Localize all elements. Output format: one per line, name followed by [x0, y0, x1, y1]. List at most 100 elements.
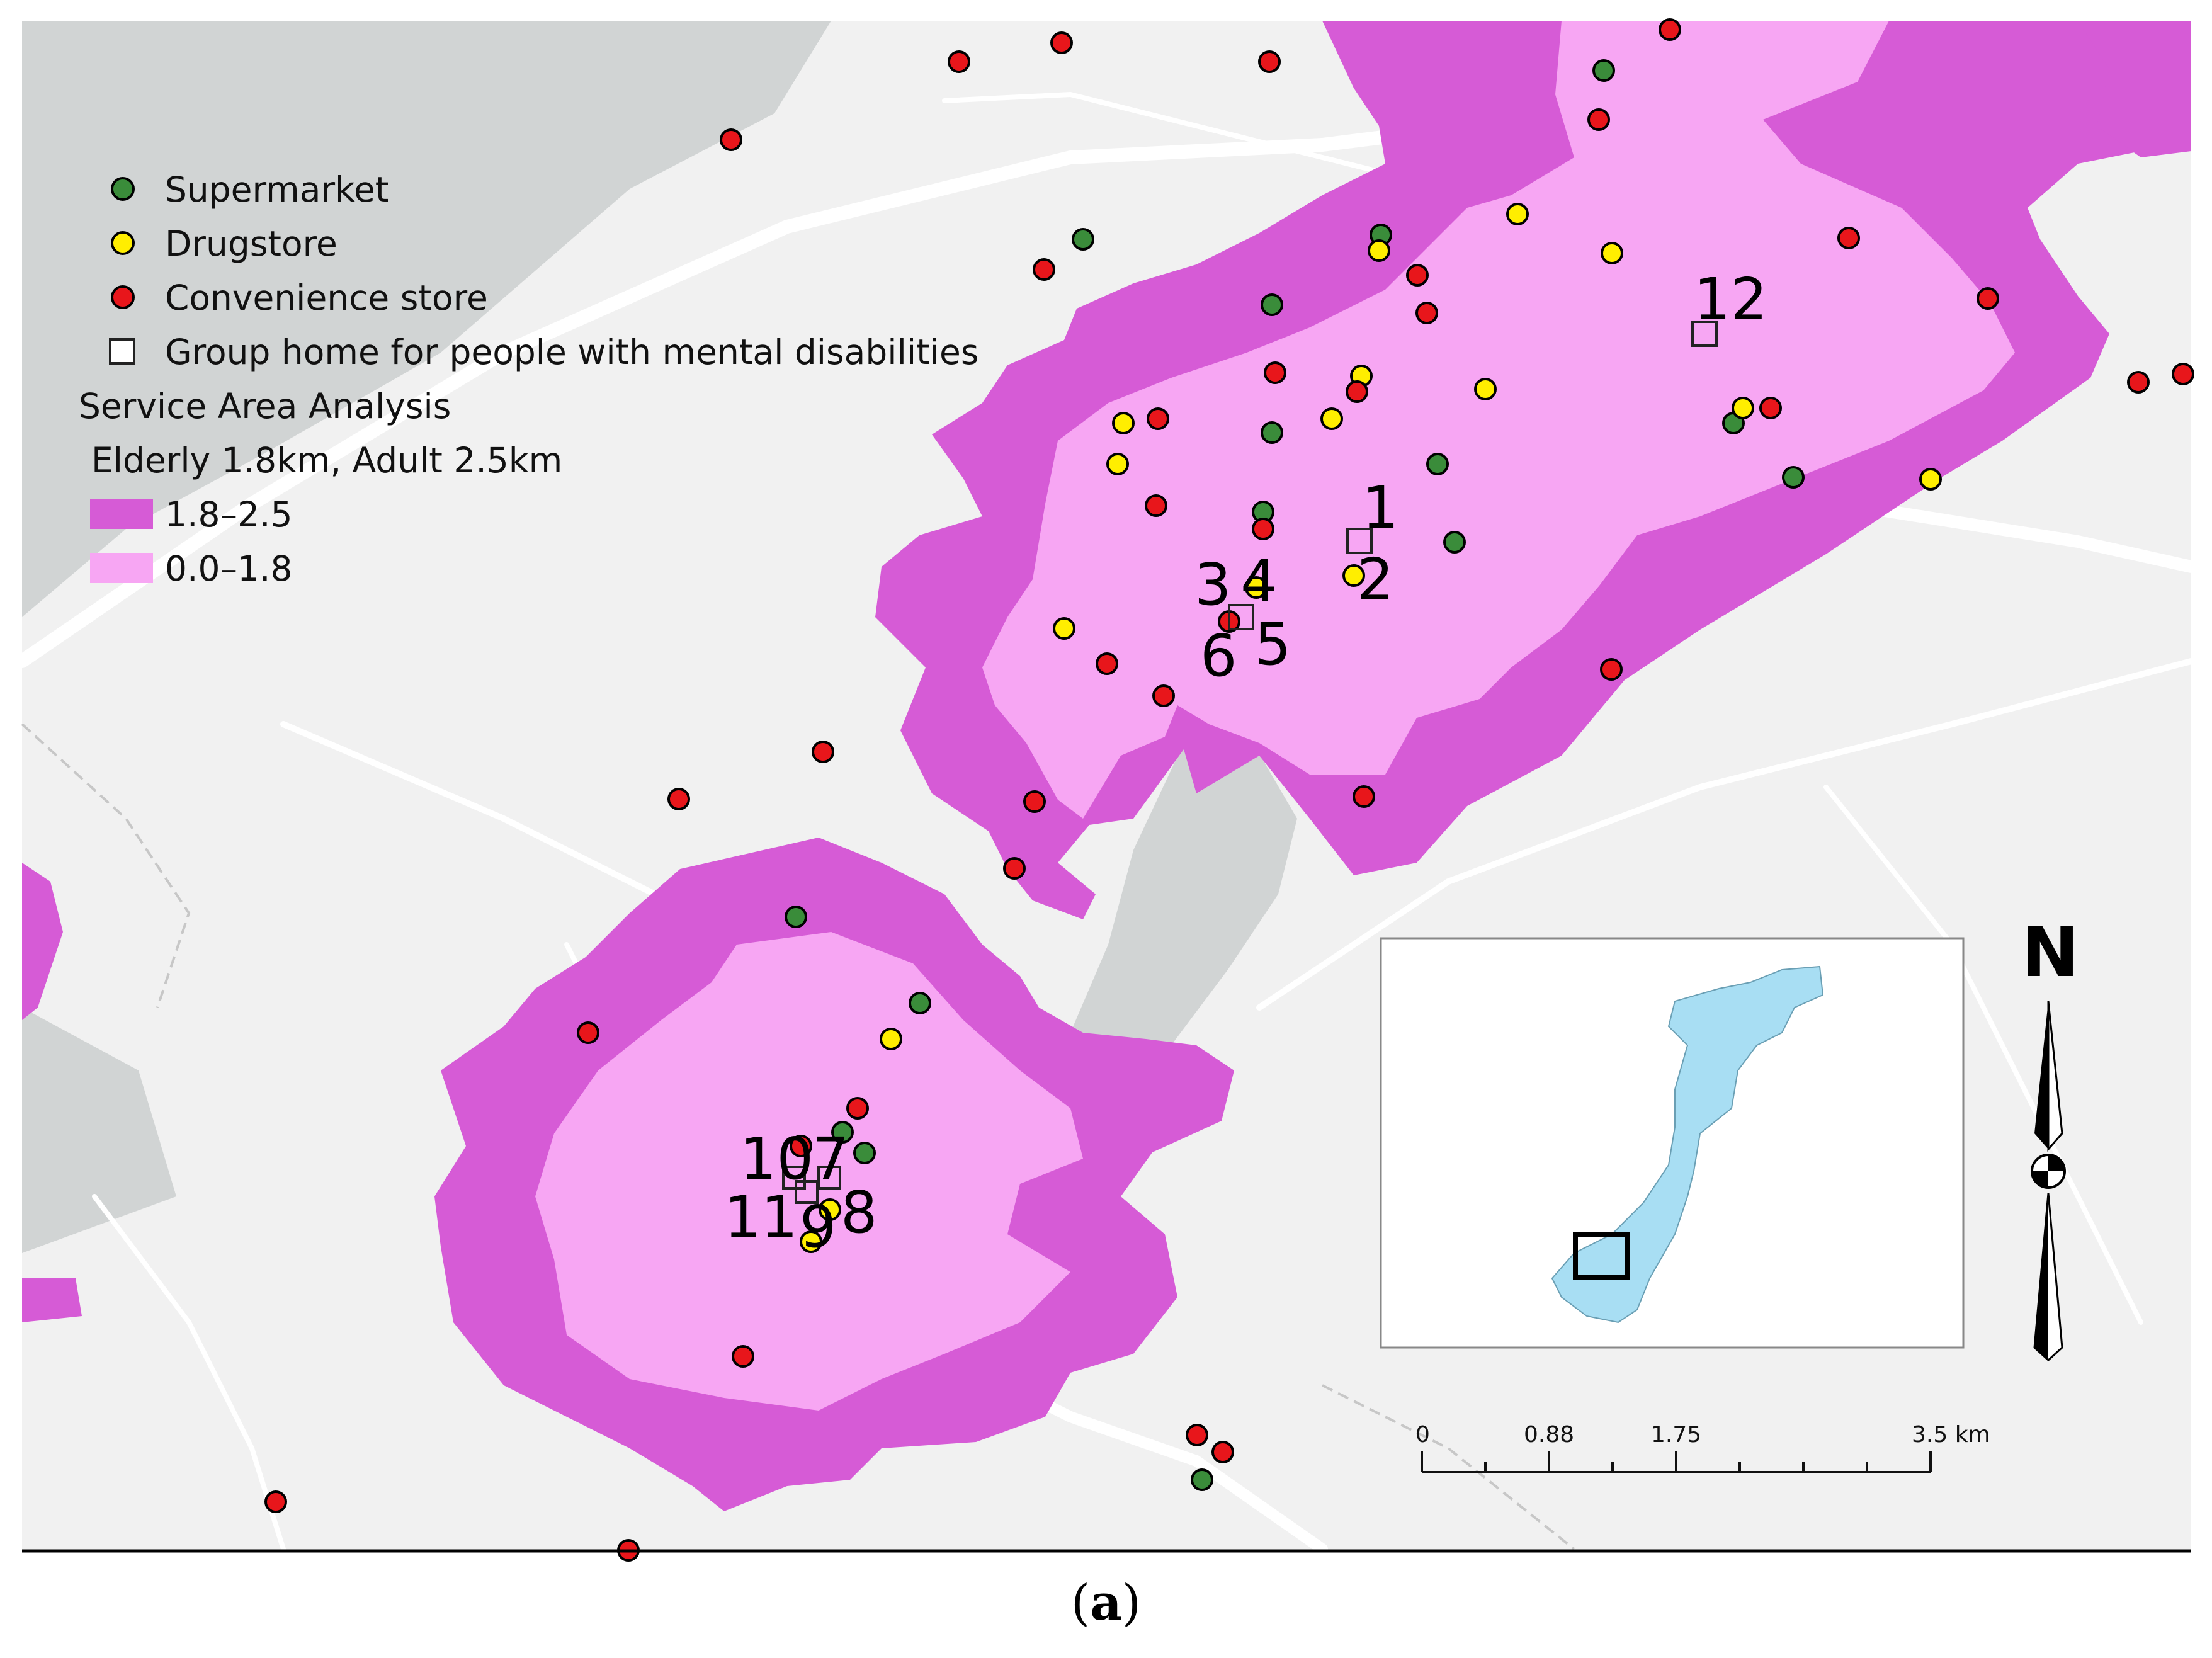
convenience-marker [1977, 287, 1999, 310]
service-outer-westsouth [22, 1278, 82, 1322]
caption-letter: a [1090, 1574, 1122, 1632]
legend-convenience-symbol [111, 285, 135, 309]
scale-label-088: 0.88 [1524, 1422, 1574, 1448]
group-home-marker [817, 1166, 841, 1190]
service-outer-west [22, 863, 63, 1020]
supermarket-marker [1592, 59, 1615, 82]
road-main-1 [15, 106, 1581, 668]
supermarket-marker [1782, 466, 1805, 489]
convenience-marker [1258, 50, 1281, 73]
map-canvas: 1 2 3 4 5 6 7 8 9 10 11 12 Supermarket D… [15, 18, 2194, 1562]
convenience-marker [1152, 684, 1175, 707]
supermarket-marker [909, 992, 931, 1014]
boundary-lines [21, 723, 1575, 1550]
legend-supermarket-label: Supermarket [165, 169, 389, 210]
drugstore-marker [880, 1028, 902, 1050]
convenience-marker [1406, 264, 1429, 287]
service-outer-northeast [2078, 21, 2191, 157]
convenience-marker [720, 128, 742, 151]
legend-grouphome-symbol [109, 338, 135, 365]
supermarket-marker [785, 906, 807, 928]
drugstore-marker [1106, 453, 1129, 475]
convenience-marker [264, 1490, 287, 1513]
convenience-marker [2127, 371, 2150, 394]
supermarket-marker [831, 1121, 854, 1144]
convenience-marker [1096, 652, 1118, 675]
supermarket-marker [1191, 1468, 1213, 1491]
drugstore-marker [1320, 407, 1343, 430]
convenience-marker [1837, 227, 1860, 249]
legend-band-outer-swatch [90, 499, 153, 529]
convenience-marker [1415, 302, 1438, 324]
drugstore-marker [1506, 203, 1529, 225]
home-label-4: 4 [1240, 548, 1278, 615]
convenience-marker [948, 50, 970, 73]
convenience-marker [1050, 31, 1073, 54]
convenience-marker [1587, 108, 1610, 131]
home-label-1: 1 [1362, 474, 1399, 542]
drugstore-marker [1732, 397, 1754, 419]
group-home-marker [795, 1180, 819, 1204]
convenience-marker [846, 1097, 869, 1120]
convenience-marker [732, 1345, 754, 1368]
group-home-marker [1346, 528, 1373, 554]
convenience-marker [1252, 518, 1274, 540]
drugstore-marker [1601, 242, 1623, 264]
convenience-marker [577, 1021, 599, 1044]
drugstore-marker [1474, 378, 1497, 400]
convenience-marker [1003, 857, 1026, 880]
drugstore-marker [1053, 617, 1075, 640]
legend-supermarket-symbol [111, 177, 135, 201]
convenience-marker [1211, 1441, 1234, 1463]
convenience-marker [1186, 1424, 1208, 1446]
convenience-marker [1600, 658, 1623, 681]
convenience-marker [1346, 380, 1368, 403]
convenience-marker [1264, 361, 1286, 384]
group-home-marker [782, 1166, 806, 1190]
legend-service-title: Service Area Analysis [79, 386, 451, 426]
service-inner-south [535, 932, 1083, 1411]
convenience-marker [1147, 407, 1169, 430]
north-arrow: N [2021, 912, 2079, 1362]
supermarket-marker [1261, 421, 1283, 444]
service-inner-north [982, 21, 2015, 819]
home-label-7: 7 [812, 1125, 849, 1193]
drugstore-marker [1919, 468, 1942, 491]
poi-convenience [264, 18, 2194, 1562]
north-label: N [2021, 912, 2079, 992]
group-homes [782, 321, 1718, 1204]
home-label-8: 8 [841, 1179, 878, 1246]
drugstore-marker [800, 1230, 822, 1253]
convenience-marker [1353, 785, 1375, 808]
legend-band-inner-swatch [90, 553, 153, 583]
inset-map [1380, 937, 1965, 1349]
convenience-marker [1033, 258, 1055, 281]
bay-water [22, 21, 831, 617]
scale-label-0: 0 [1415, 1422, 1430, 1448]
drugstore-marker [1342, 564, 1365, 587]
supermarket-marker [1426, 453, 1449, 475]
drugstore-marker [819, 1198, 841, 1221]
home-label-5: 5 [1254, 611, 1291, 678]
sea-left-water [22, 1008, 176, 1253]
convenience-marker [1145, 494, 1167, 517]
figure-caption: (a) [1070, 1574, 1142, 1632]
service-area-inner [535, 21, 2015, 1411]
legend-grouphome-label: Group home for people with mental disabi… [165, 332, 978, 372]
drugstore-marker [1368, 239, 1390, 262]
supermarket-marker [853, 1142, 876, 1164]
supermarket-marker [1443, 531, 1466, 554]
supermarket-marker [1072, 228, 1094, 251]
home-label-9: 9 [800, 1193, 837, 1261]
group-home-marker [1691, 321, 1718, 347]
legend-drugstore-symbol [111, 231, 135, 255]
legend: Supermarket Drugstore Convenience store … [79, 169, 978, 589]
home-label-10: 10 [740, 1125, 814, 1193]
group-home-labels: 1 2 3 4 5 6 7 8 9 10 11 12 [724, 266, 1767, 1261]
convenience-marker [812, 741, 834, 763]
supermarket-marker [1261, 293, 1283, 316]
convenience-marker [667, 788, 690, 810]
group-home-marker [1228, 604, 1254, 630]
legend-band-outer-label: 1.8–2.5 [165, 494, 292, 535]
convenience-marker [1759, 397, 1782, 419]
